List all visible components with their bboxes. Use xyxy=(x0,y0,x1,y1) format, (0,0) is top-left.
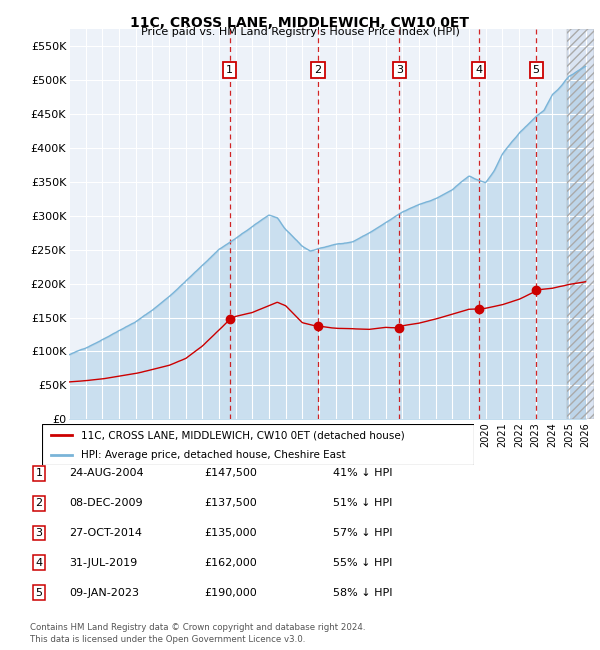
Text: 3: 3 xyxy=(35,528,43,538)
Text: £162,000: £162,000 xyxy=(204,558,257,568)
Text: 08-DEC-2009: 08-DEC-2009 xyxy=(69,498,143,508)
Text: 4: 4 xyxy=(35,558,43,568)
Bar xyxy=(568,29,594,419)
Text: 5: 5 xyxy=(533,65,539,75)
Text: 51% ↓ HPI: 51% ↓ HPI xyxy=(333,498,392,508)
Text: £135,000: £135,000 xyxy=(204,528,257,538)
Text: 2: 2 xyxy=(35,498,43,508)
Text: 57% ↓ HPI: 57% ↓ HPI xyxy=(333,528,392,538)
Text: HPI: Average price, detached house, Cheshire East: HPI: Average price, detached house, Ches… xyxy=(81,450,346,460)
Text: 58% ↓ HPI: 58% ↓ HPI xyxy=(333,588,392,598)
Text: 5: 5 xyxy=(35,588,43,598)
Text: 31-JUL-2019: 31-JUL-2019 xyxy=(69,558,137,568)
Text: 24-AUG-2004: 24-AUG-2004 xyxy=(69,468,143,478)
Text: £147,500: £147,500 xyxy=(204,468,257,478)
Text: 09-JAN-2023: 09-JAN-2023 xyxy=(69,588,139,598)
Text: Price paid vs. HM Land Registry's House Price Index (HPI): Price paid vs. HM Land Registry's House … xyxy=(140,27,460,37)
Text: £190,000: £190,000 xyxy=(204,588,257,598)
Text: This data is licensed under the Open Government Licence v3.0.: This data is licensed under the Open Gov… xyxy=(30,634,305,644)
Text: Contains HM Land Registry data © Crown copyright and database right 2024.: Contains HM Land Registry data © Crown c… xyxy=(30,623,365,632)
Text: 3: 3 xyxy=(396,65,403,75)
Text: 55% ↓ HPI: 55% ↓ HPI xyxy=(333,558,392,568)
Text: 41% ↓ HPI: 41% ↓ HPI xyxy=(333,468,392,478)
Text: 27-OCT-2014: 27-OCT-2014 xyxy=(69,528,142,538)
Text: £137,500: £137,500 xyxy=(204,498,257,508)
Text: 1: 1 xyxy=(35,468,43,478)
Text: 4: 4 xyxy=(475,65,482,75)
Bar xyxy=(568,29,594,419)
Text: 2: 2 xyxy=(314,65,322,75)
Text: 1: 1 xyxy=(226,65,233,75)
Text: 11C, CROSS LANE, MIDDLEWICH, CW10 0ET: 11C, CROSS LANE, MIDDLEWICH, CW10 0ET xyxy=(131,16,470,31)
Text: 11C, CROSS LANE, MIDDLEWICH, CW10 0ET (detached house): 11C, CROSS LANE, MIDDLEWICH, CW10 0ET (d… xyxy=(81,430,404,440)
